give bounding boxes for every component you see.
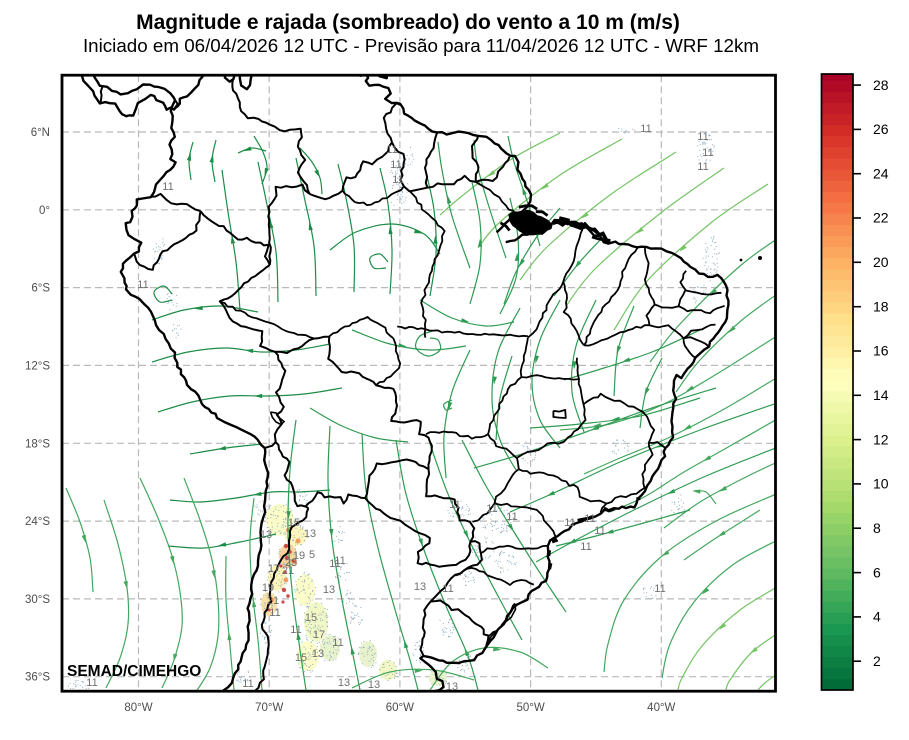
svg-text:70°W: 70°W	[255, 702, 283, 714]
svg-text:19: 19	[262, 582, 274, 594]
svg-text:17: 17	[268, 563, 280, 575]
svg-text:22: 22	[873, 210, 889, 226]
svg-text:2: 2	[873, 653, 881, 669]
svg-text:11: 11	[580, 541, 591, 553]
svg-text:21: 21	[282, 565, 294, 577]
svg-text:80°W: 80°W	[124, 702, 152, 714]
svg-text:15: 15	[288, 517, 300, 529]
svg-text:6°N: 6°N	[31, 127, 50, 139]
svg-text:17: 17	[313, 629, 325, 641]
svg-text:13: 13	[312, 648, 324, 660]
svg-text:11: 11	[442, 583, 453, 595]
svg-text:6: 6	[873, 564, 881, 580]
svg-text:11: 11	[486, 503, 497, 515]
svg-text:23: 23	[285, 557, 297, 569]
svg-text:60°W: 60°W	[386, 702, 414, 714]
svg-text:4: 4	[873, 609, 881, 625]
svg-text:11: 11	[390, 159, 401, 171]
svg-text:8: 8	[873, 520, 881, 536]
svg-text:11: 11	[332, 637, 343, 649]
svg-text:24°S: 24°S	[25, 516, 50, 528]
svg-text:13: 13	[414, 581, 426, 593]
svg-text:0°: 0°	[39, 205, 50, 217]
svg-text:13: 13	[304, 528, 316, 540]
svg-text:18°S: 18°S	[25, 438, 50, 450]
svg-text:10: 10	[873, 476, 889, 492]
svg-text:12: 12	[873, 431, 889, 447]
svg-text:19: 19	[293, 550, 305, 562]
svg-text:11: 11	[269, 607, 280, 619]
svg-text:11: 11	[386, 144, 397, 156]
svg-text:21: 21	[267, 595, 279, 607]
svg-text:20: 20	[873, 254, 889, 270]
svg-text:16: 16	[873, 343, 889, 359]
svg-text:15: 15	[295, 652, 307, 664]
svg-text:36°S: 36°S	[25, 672, 50, 684]
svg-text:11: 11	[290, 624, 301, 636]
svg-text:11: 11	[506, 511, 517, 523]
svg-text:13: 13	[323, 584, 335, 596]
svg-text:11: 11	[697, 161, 708, 173]
svg-text:11: 11	[702, 147, 713, 159]
svg-text:13: 13	[368, 679, 380, 691]
svg-text:40°W: 40°W	[647, 702, 675, 714]
svg-text:5: 5	[309, 549, 315, 561]
svg-text:6°S: 6°S	[31, 283, 50, 295]
svg-text:12°S: 12°S	[25, 360, 50, 372]
svg-text:11: 11	[449, 499, 460, 511]
svg-text:11: 11	[640, 123, 651, 135]
svg-text:11: 11	[564, 517, 575, 529]
svg-text:11: 11	[242, 678, 253, 690]
svg-text:15: 15	[305, 612, 317, 624]
svg-text:14: 14	[873, 387, 889, 403]
svg-text:Iniciado em 06/04/2026 12 UTC: Iniciado em 06/04/2026 12 UTC - Previsão…	[83, 35, 759, 56]
svg-text:30°S: 30°S	[25, 594, 50, 606]
svg-text:13: 13	[338, 677, 350, 689]
svg-text:SEMAD/CIMEHGO: SEMAD/CIMEHGO	[67, 663, 201, 680]
svg-text:11: 11	[86, 677, 97, 689]
svg-text:13: 13	[260, 529, 272, 541]
svg-text:11: 11	[334, 555, 345, 567]
svg-text:50°W: 50°W	[516, 702, 544, 714]
svg-text:11: 11	[392, 174, 403, 186]
svg-text:13: 13	[446, 681, 458, 693]
svg-text:11: 11	[594, 525, 605, 537]
svg-text:Magnitude e rajada (sombreado): Magnitude e rajada (sombreado) do vento …	[136, 11, 680, 34]
svg-text:11: 11	[697, 131, 708, 143]
svg-text:26: 26	[873, 121, 889, 137]
svg-text:11: 11	[329, 558, 340, 570]
svg-text:24: 24	[873, 165, 889, 181]
svg-text:11: 11	[654, 583, 665, 595]
svg-text:18: 18	[873, 298, 889, 314]
svg-text:28: 28	[873, 77, 889, 93]
svg-text:11: 11	[162, 181, 173, 193]
svg-text:11: 11	[137, 279, 148, 291]
svg-text:11: 11	[584, 513, 595, 525]
